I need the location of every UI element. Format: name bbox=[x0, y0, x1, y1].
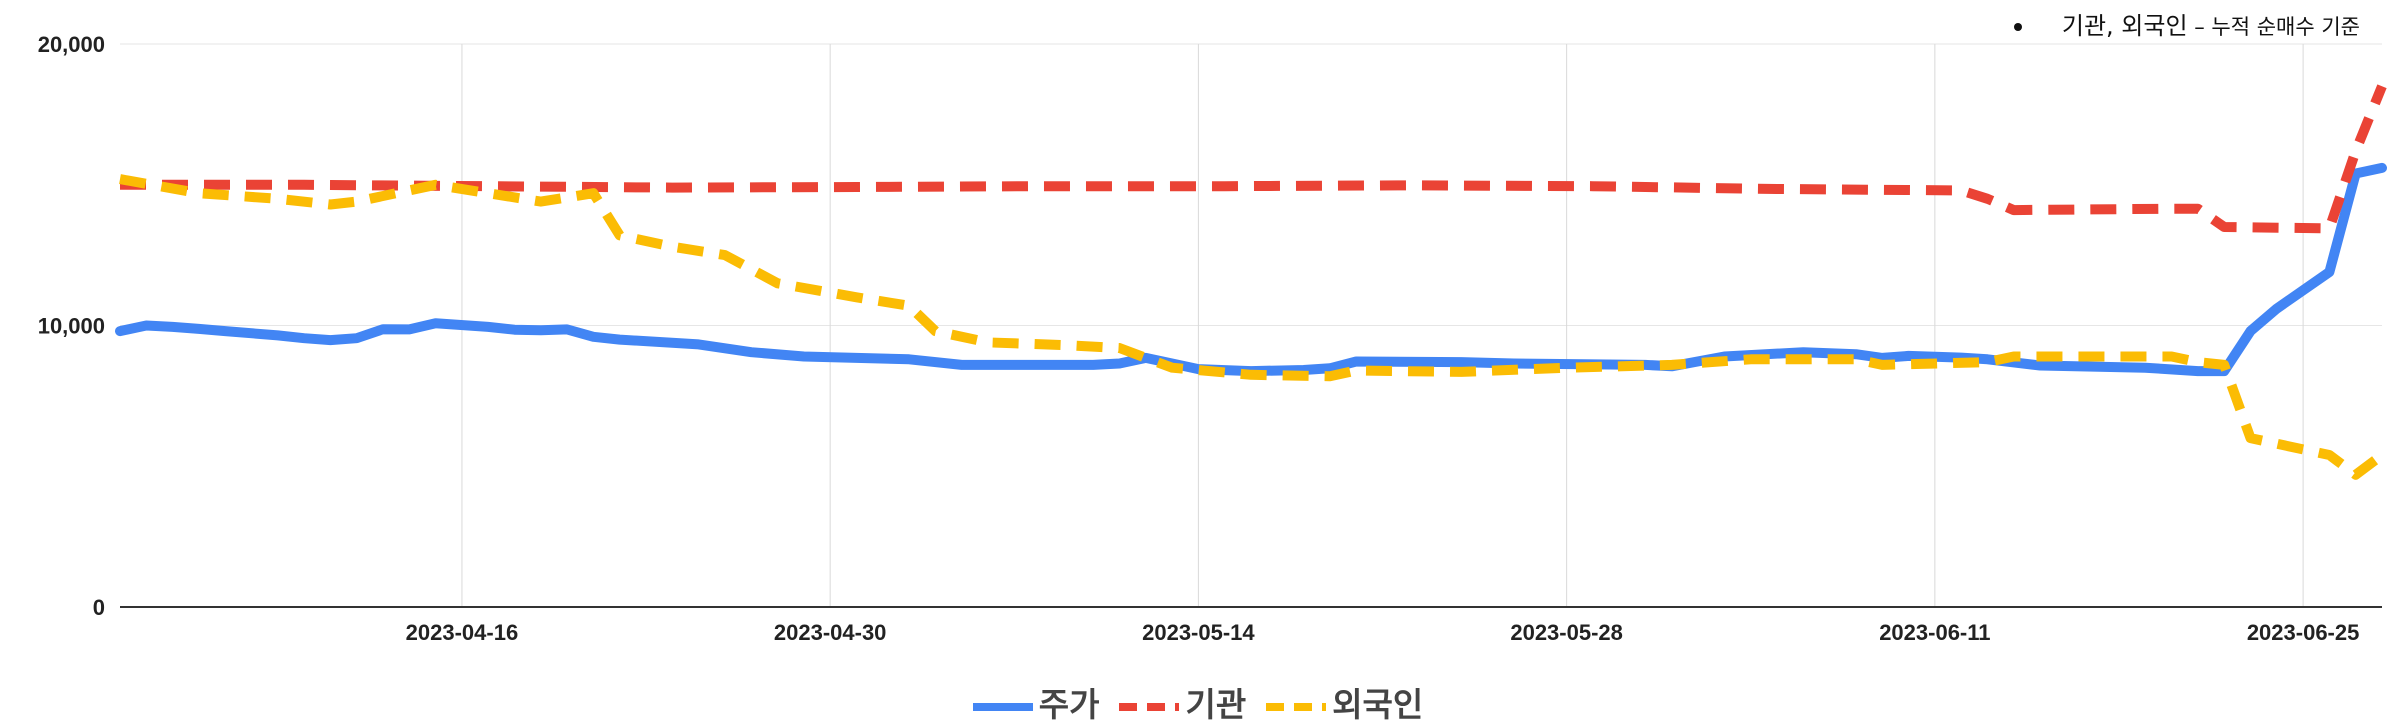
bullet-icon bbox=[2013, 23, 2022, 31]
y-tick-label: 20,000 bbox=[38, 32, 105, 57]
x-tick-label: 2023-06-11 bbox=[1879, 620, 1990, 645]
legend-label: 외국인 bbox=[1332, 685, 1424, 724]
legend-item: 외국인 bbox=[1266, 678, 1423, 726]
x-tick-label: 2023-06-25 bbox=[2247, 620, 2360, 645]
note-rest-text: – 누적 순매수 기준 bbox=[2187, 15, 2360, 39]
legend-swatch bbox=[972, 702, 1033, 711]
legend-swatch bbox=[1119, 702, 1180, 711]
chart-legend: 주가 기관 외국인 bbox=[0, 678, 2396, 726]
y-tick-label: 0 bbox=[93, 595, 105, 620]
series-line-2 bbox=[120, 84, 2387, 234]
x-tick-label: 2023-04-30 bbox=[774, 620, 887, 645]
chart-note: 기관, 외국인 – 누적 순매수 기준 bbox=[2013, 6, 2360, 41]
x-tick-label: 2023-05-28 bbox=[1510, 620, 1623, 645]
note-bold-text: 기관, 외국인 bbox=[2061, 12, 2188, 40]
y-tick-label: 10,000 bbox=[38, 314, 105, 339]
tick-labels: 0 10,000 20,000 2023-04-16 2023-04-30 2023-05… bbox=[38, 32, 2360, 645]
series-lines bbox=[115, 84, 2387, 480]
legend-item: 주가 bbox=[972, 678, 1100, 726]
legend-label: 기관 bbox=[1185, 685, 1247, 724]
legend-swatch bbox=[1266, 702, 1327, 711]
legend-label: 주가 bbox=[1038, 685, 1100, 724]
x-tick-label: 2023-04-16 bbox=[406, 620, 519, 645]
legend-item: 기관 bbox=[1119, 678, 1246, 726]
series-line-1 bbox=[115, 162, 2387, 377]
series-line-3 bbox=[119, 174, 2385, 480]
x-tick-label: 2023-05-14 bbox=[1142, 620, 1255, 645]
